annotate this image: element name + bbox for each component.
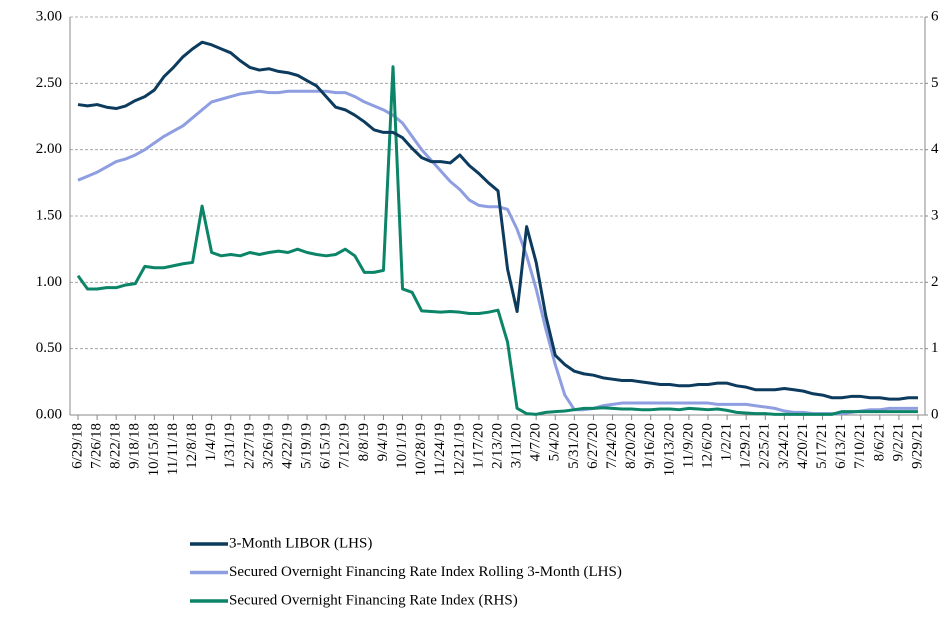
x-tick-label: 3/11/20 — [509, 423, 525, 468]
x-tick-label: 1/17/20 — [470, 423, 486, 469]
x-tick-label: 5/4/20 — [547, 423, 563, 461]
legend-label: Secured Overnight Financing Rate Index (… — [229, 592, 518, 608]
x-tick-label: 2/13/20 — [489, 423, 505, 469]
x-tick-label: 2/27/19 — [241, 423, 257, 469]
x-tick-label: 4/7/20 — [528, 423, 544, 461]
y2-tick-label: 1 — [931, 340, 939, 356]
x-tick-label: 8/20/20 — [623, 423, 639, 469]
x-tick-label: 2/25/21 — [757, 423, 773, 469]
x-tick-label: 7/10/21 — [852, 423, 868, 469]
x-tick-label: 9/18/18 — [127, 423, 143, 469]
x-tick-label: 10/13/20 — [661, 423, 677, 476]
x-tick-label: 6/15/19 — [318, 423, 334, 469]
series-line — [76, 65, 918, 416]
x-tick-label: 9/16/20 — [642, 423, 658, 469]
y2-tick-label: 6 — [931, 8, 939, 24]
x-tick-label: 10/28/19 — [413, 423, 429, 476]
x-tick-label: 9/4/19 — [375, 423, 391, 461]
x-tick-label: 1/29/21 — [738, 423, 754, 469]
x-tick-label: 1/31/19 — [222, 423, 238, 469]
series-line — [77, 40, 918, 401]
x-tick-label: 5/19/19 — [299, 423, 315, 469]
x-tick-label: 9/2/21 — [890, 423, 906, 461]
x-tick-label: 9/29/21 — [909, 423, 925, 469]
x-tick-label: 11/24/19 — [432, 423, 448, 476]
x-tick-label: 8/8/19 — [356, 423, 372, 461]
x-tick-label: 11/9/20 — [680, 423, 696, 468]
x-tick-label: 10/15/18 — [146, 423, 162, 476]
x-tick-label: 3/26/19 — [260, 423, 276, 469]
x-tick-label: 12/6/20 — [699, 423, 715, 469]
legend-label: Secured Overnight Financing Rate Index R… — [229, 564, 622, 580]
x-tick-label: 6/27/20 — [585, 423, 601, 469]
x-tick-label: 8/6/21 — [871, 423, 887, 461]
x-tick-label: 5/31/20 — [566, 423, 582, 469]
x-tick-label: 7/26/18 — [89, 423, 105, 469]
x-tick-label: 4/22/19 — [279, 423, 295, 469]
y2-tick-label: 4 — [931, 141, 939, 157]
x-tick-label: 5/17/21 — [814, 423, 830, 469]
y-tick-label: 3.00 — [36, 8, 62, 24]
y-tick-label: 2.00 — [36, 141, 62, 157]
y2-tick-label: 5 — [931, 75, 939, 91]
x-tick-label: 10/1/19 — [394, 423, 410, 469]
y2-tick-label: 2 — [931, 274, 939, 290]
x-tick-label: 7/12/19 — [337, 423, 353, 469]
y-tick-label: 0.50 — [36, 340, 62, 356]
x-tick-label: 4/20/21 — [795, 423, 811, 469]
y-tick-label: 2.50 — [36, 75, 62, 91]
x-tick-label: 12/8/18 — [184, 423, 200, 469]
x-tick-label: 3/24/21 — [776, 423, 792, 469]
x-tick-label: 6/13/21 — [833, 423, 849, 469]
x-tick-label: 1/4/19 — [203, 423, 219, 461]
y2-tick-label: 3 — [931, 207, 939, 223]
x-tick-label: 8/22/18 — [108, 423, 124, 469]
y-tick-label: 0.00 — [36, 406, 62, 422]
y2-tick-label: 0 — [931, 406, 939, 422]
x-tick-label: 1/2/21 — [719, 423, 735, 461]
x-tick-label: 6/29/18 — [69, 423, 85, 469]
series-line — [77, 89, 918, 416]
x-tick-label: 7/24/20 — [604, 423, 620, 469]
x-tick-label: 12/21/19 — [451, 423, 467, 476]
y-tick-label: 1.00 — [36, 274, 62, 290]
y-tick-label: 1.50 — [36, 207, 62, 223]
x-tick-label: 11/11/18 — [165, 423, 181, 475]
legend-label: 3-Month LIBOR (LHS) — [229, 535, 372, 551]
